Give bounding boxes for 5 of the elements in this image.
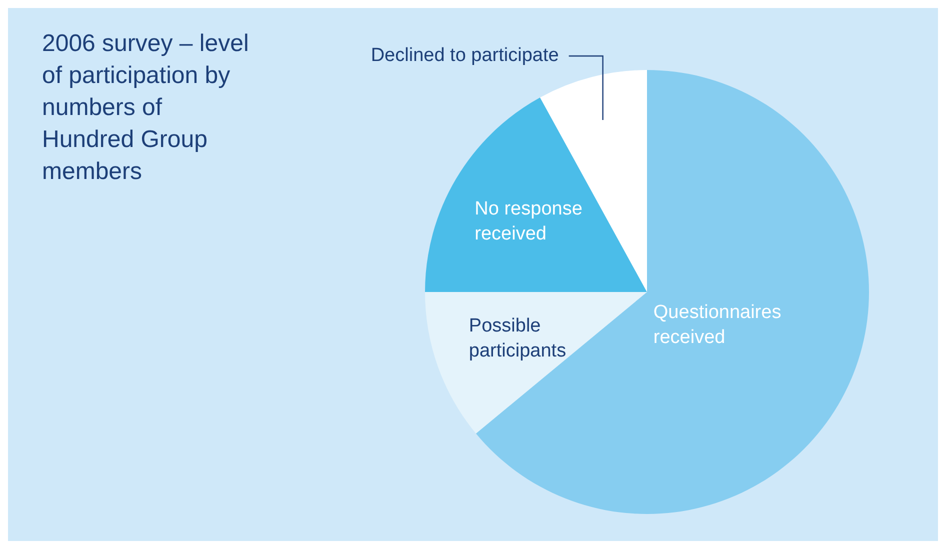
slice-label: Possible participants (468, 315, 566, 362)
slice-label: Questionnaires received (653, 302, 782, 348)
slice-label: Declined to participate (370, 45, 559, 66)
text: 2006 survey – level of participation by numbers of Hundred Group members (42, 29, 250, 187)
slice-label: No response received (474, 198, 582, 245)
